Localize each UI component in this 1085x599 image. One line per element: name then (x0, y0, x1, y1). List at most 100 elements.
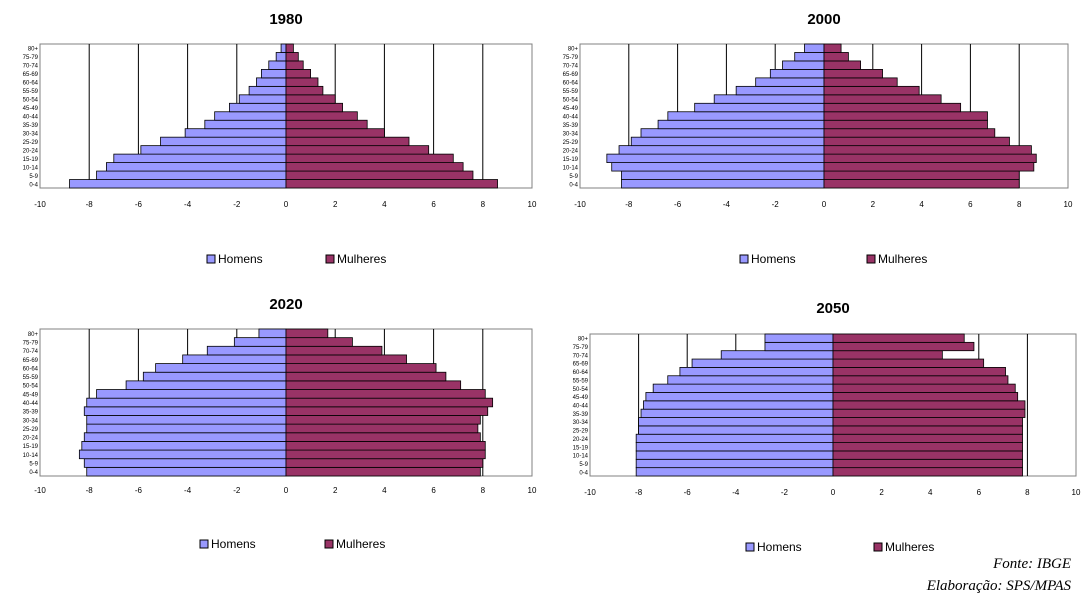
age-tick-label: 35-39 (23, 123, 39, 129)
pyramid-chart-2000: 20000-45-910-1415-1920-2425-2930-3435-39… (563, 11, 1073, 266)
bar-homens-65-69 (182, 354, 287, 364)
bar-mulheres-25-29 (285, 136, 410, 147)
bar-homens-65-69 (769, 69, 825, 79)
bar-homens-25-29 (86, 423, 287, 434)
x-tick-label: -6 (135, 486, 143, 495)
bar-homens-15-19 (81, 441, 287, 451)
bar-mulheres-20-24 (823, 145, 1032, 155)
bar-homens-60-64 (679, 367, 834, 377)
bar-mulheres-0-4 (832, 467, 1023, 477)
bar-homens-40-44 (643, 400, 834, 410)
bar-homens-20-24 (635, 433, 834, 443)
age-tick-label: 75-79 (23, 55, 39, 61)
bar-mulheres-40-44 (823, 111, 988, 121)
age-tick-label: 75-79 (23, 340, 39, 346)
legend-label-homens: Homens (751, 252, 796, 266)
bar-homens-40-44 (86, 397, 287, 408)
age-tick-label: 55-59 (573, 378, 589, 384)
x-tick-label: -2 (233, 486, 241, 495)
bar-mulheres-80+ (285, 43, 294, 53)
x-tick-label: -6 (674, 200, 682, 209)
x-tick-label: -6 (684, 488, 692, 497)
bar-homens-30-34 (638, 417, 834, 427)
age-tick-label: 60-64 (23, 81, 39, 87)
bar-homens-5-9 (635, 458, 834, 469)
x-tick-label: 4 (919, 200, 924, 209)
bar-homens-70-74 (782, 60, 825, 70)
bar-mulheres-75-79 (285, 337, 353, 347)
bar-mulheres-5-9 (285, 170, 474, 180)
bar-homens-5-9 (621, 170, 825, 180)
age-tick-label: 50-54 (23, 98, 39, 104)
x-tick-label: -4 (732, 488, 740, 497)
bar-mulheres-55-59 (285, 371, 447, 382)
bar-mulheres-70-74 (832, 350, 943, 360)
age-tick-label: 0-4 (29, 470, 38, 476)
age-tick-label: 70-74 (23, 349, 39, 355)
bar-mulheres-60-64 (285, 77, 319, 87)
bar-homens-60-64 (155, 363, 287, 373)
pyramid-chart-2050: 20500-45-910-1415-1920-2425-2930-3435-39… (573, 300, 1081, 554)
age-tick-label: 75-79 (563, 55, 579, 61)
bar-mulheres-80+ (285, 328, 329, 339)
bar-mulheres-45-49 (285, 102, 343, 113)
age-tick-label: 55-59 (563, 89, 579, 95)
age-tick-label: 75-79 (573, 345, 589, 351)
age-tick-label: 50-54 (23, 384, 39, 390)
bar-homens-30-34 (640, 128, 825, 138)
bar-mulheres-40-44 (832, 400, 1026, 410)
bar-mulheres-5-9 (832, 458, 1023, 469)
x-tick-label: 8 (481, 200, 486, 209)
bar-homens-5-9 (83, 458, 287, 468)
age-tick-label: 80+ (578, 337, 589, 343)
bar-homens-15-19 (113, 153, 287, 163)
age-tick-label: 80+ (28, 332, 39, 338)
age-tick-label: 5-9 (29, 174, 38, 180)
x-tick-label: -2 (781, 488, 789, 497)
bar-homens-45-49 (645, 392, 834, 402)
bar-mulheres-70-74 (285, 345, 383, 356)
bar-homens-45-49 (96, 389, 287, 399)
bar-homens-70-74 (206, 345, 287, 356)
legend-swatch-homens (199, 539, 209, 549)
bar-homens-60-64 (755, 77, 825, 87)
bar-homens-60-64 (256, 77, 287, 87)
bar-mulheres-5-9 (823, 170, 1020, 180)
x-tick-label: 10 (1064, 200, 1073, 209)
bar-mulheres-10-14 (823, 162, 1035, 172)
legend-label-mulheres: Mulheres (337, 252, 386, 266)
bar-homens-55-59 (667, 375, 834, 385)
x-tick-label: -8 (86, 200, 94, 209)
age-tick-label: 20-24 (573, 437, 589, 443)
bar-homens-55-59 (142, 371, 287, 382)
age-tick-label: 20-24 (23, 148, 39, 154)
bar-mulheres-5-9 (285, 458, 484, 468)
legend-label-homens: Homens (218, 252, 263, 266)
age-tick-label: 10-14 (23, 165, 39, 171)
age-tick-label: 70-74 (573, 353, 589, 359)
bar-homens-75-79 (233, 337, 287, 347)
bar-homens-50-54 (652, 383, 834, 393)
source-fonte: Fonte: IBGE (993, 556, 1071, 572)
bar-homens-35-39 (657, 119, 825, 130)
bar-homens-80+ (280, 43, 287, 53)
bar-mulheres-75-79 (285, 52, 299, 62)
bar-mulheres-60-64 (823, 77, 898, 87)
bar-homens-75-79 (794, 52, 825, 62)
bar-mulheres-50-54 (832, 383, 1016, 393)
x-tick-label: 6 (431, 486, 436, 495)
age-tick-label: 0-4 (569, 182, 578, 188)
bar-mulheres-30-34 (285, 128, 385, 138)
age-tick-label: 80+ (28, 47, 39, 53)
bar-homens-80+ (804, 43, 825, 53)
legend-label-homens: Homens (211, 537, 256, 551)
chart-title: 2000 (807, 11, 840, 28)
bar-homens-10-14 (611, 162, 825, 172)
legend-swatch-mulheres (873, 542, 883, 552)
bar-mulheres-35-39 (285, 119, 368, 130)
age-tick-label: 10-14 (573, 454, 589, 460)
bar-mulheres-30-34 (823, 128, 996, 138)
legend-label-homens: Homens (757, 540, 802, 554)
legend-swatch-homens (739, 254, 749, 264)
age-tick-label: 30-34 (23, 131, 39, 137)
